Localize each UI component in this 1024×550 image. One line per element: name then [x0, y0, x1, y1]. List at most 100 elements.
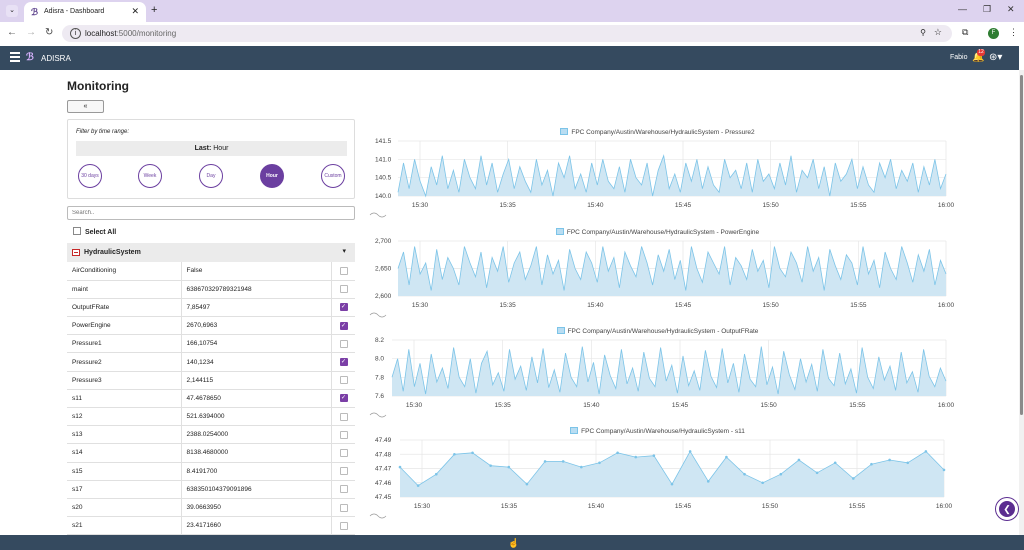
extensions-icon[interactable]: ⧉ [962, 27, 969, 37]
data-point[interactable] [434, 472, 438, 476]
table-row[interactable]: Pressure1 166,10754 [67, 334, 355, 354]
range-week-button[interactable]: Week [138, 164, 162, 188]
tag-checkbox[interactable] [339, 467, 348, 476]
select-all-checkbox[interactable]: Select All [73, 227, 116, 236]
zoom-scroll-icon[interactable] [369, 312, 387, 318]
tag-checkbox-cell[interactable] [330, 334, 355, 354]
data-point[interactable] [561, 460, 565, 463]
data-point[interactable] [652, 454, 656, 457]
chart-title[interactable]: FPC Company/Austin/Warehouse/HydraulicSy… [360, 427, 955, 435]
data-point[interactable] [507, 465, 511, 469]
tag-checkbox[interactable] [339, 266, 348, 275]
table-row[interactable]: s21 23.4171660 [67, 516, 355, 536]
page-scrollbar[interactable] [1019, 70, 1024, 535]
zoom-icon[interactable]: ⚲ [920, 28, 926, 37]
forward-icon[interactable]: → [26, 27, 36, 38]
tag-checkbox-cell[interactable] [330, 443, 355, 463]
hamburger-menu-icon[interactable] [10, 52, 20, 62]
range-30-days-button[interactable]: 30 days [78, 164, 102, 188]
data-point[interactable] [489, 464, 492, 467]
tag-checkbox[interactable] [339, 448, 348, 457]
tag-checkbox-cell[interactable] [330, 516, 355, 536]
range-day-button[interactable]: Day [199, 164, 223, 188]
tag-checkbox-cell[interactable]: ✓ [330, 352, 355, 372]
range-hour-button[interactable]: Hour [260, 164, 284, 188]
site-info-icon[interactable]: i [70, 28, 81, 39]
table-row[interactable]: Pressure2 140,1234 ✓ [67, 352, 355, 372]
data-point[interactable] [725, 455, 728, 459]
data-point[interactable] [670, 482, 674, 486]
table-row[interactable]: s11 47.4678650 ✓ [67, 389, 355, 409]
data-point[interactable] [852, 477, 855, 480]
table-row[interactable]: s15 8.4191700 [67, 462, 355, 481]
data-point[interactable] [888, 458, 891, 462]
table-row[interactable]: AirConditioning False [67, 262, 355, 281]
data-point[interactable] [398, 465, 402, 469]
tag-checkbox[interactable]: ✓ [339, 358, 348, 367]
tag-checkbox-cell[interactable] [330, 407, 355, 427]
data-point[interactable] [906, 461, 910, 465]
zoom-scroll-icon[interactable] [369, 412, 387, 418]
data-point[interactable] [580, 465, 583, 469]
close-tab-icon[interactable]: ✕ [131, 6, 139, 16]
table-row[interactable]: s13 2388.0254000 [67, 425, 355, 445]
tag-checkbox-cell[interactable] [330, 371, 355, 390]
data-point[interactable] [543, 460, 547, 463]
data-point[interactable] [634, 455, 638, 459]
data-point[interactable] [833, 461, 837, 465]
tag-checkbox-cell[interactable]: ✓ [330, 298, 355, 318]
browser-menu-icon[interactable]: ⋮ [1009, 27, 1018, 37]
new-tab-icon[interactable]: + [151, 4, 158, 16]
table-row[interactable]: s14 8138.4680000 [67, 443, 355, 463]
tag-checkbox[interactable] [339, 285, 348, 294]
chart-title[interactable]: FPC Company/Austin/Warehouse/HydraulicSy… [360, 327, 955, 335]
data-point[interactable] [942, 468, 946, 472]
data-point[interactable] [743, 472, 746, 476]
data-point[interactable] [924, 450, 928, 453]
user-name[interactable]: Fabio [950, 54, 968, 61]
chart-title[interactable]: FPC Company/Austin/Warehouse/HydraulicSy… [360, 128, 955, 136]
tag-checkbox[interactable] [339, 485, 348, 494]
data-point[interactable] [761, 481, 764, 485]
collapse-panel-button[interactable]: « [67, 100, 104, 113]
select-all-box[interactable] [73, 227, 81, 235]
data-point[interactable] [797, 458, 801, 462]
tag-checkbox[interactable]: ✓ [339, 394, 348, 403]
bookmark-star-icon[interactable]: ☆ [933, 27, 942, 37]
tag-checkbox[interactable] [339, 430, 348, 439]
chart-title[interactable]: FPC Company/Austin/Warehouse/HydraulicSy… [360, 228, 955, 236]
group-header-hydraulicsystem[interactable]: HydraulicSystem ▾ [67, 243, 355, 262]
account-menu-icon[interactable]: ⊛▾ [989, 52, 1003, 63]
profile-avatar[interactable]: F [988, 28, 999, 39]
data-point[interactable] [779, 472, 783, 476]
tag-checkbox-cell[interactable] [330, 262, 355, 281]
notification-bell-icon[interactable]: 🔔 [972, 52, 985, 63]
tag-checkbox[interactable] [339, 412, 348, 421]
tag-checkbox-cell[interactable] [330, 280, 355, 299]
table-row[interactable]: s17 638350104379091896 [67, 480, 355, 499]
zoom-scroll-icon[interactable] [369, 212, 387, 218]
table-row[interactable]: OutputFRate 7,85497 ✓ [67, 298, 355, 318]
tag-search-input[interactable] [67, 206, 355, 220]
tag-checkbox[interactable] [339, 339, 348, 348]
zoom-scroll-icon[interactable] [369, 513, 387, 519]
data-point[interactable] [471, 451, 474, 455]
tag-checkbox[interactable]: ✓ [339, 303, 348, 312]
back-icon[interactable]: ← [7, 27, 17, 38]
data-point[interactable] [453, 452, 456, 456]
help-chat-button[interactable]: ❮ [996, 498, 1018, 520]
data-point[interactable] [525, 482, 529, 486]
range-custom-button[interactable]: Custom [321, 164, 345, 188]
tag-checkbox[interactable] [339, 376, 348, 385]
table-row[interactable]: Pressure3 2,144115 [67, 371, 355, 390]
data-point[interactable] [416, 484, 420, 487]
close-window-icon[interactable]: ✕ [1007, 4, 1015, 14]
tag-checkbox-cell[interactable] [330, 462, 355, 481]
tag-checkbox-cell[interactable]: ✓ [330, 316, 355, 336]
restore-icon[interactable]: ❐ [983, 4, 992, 14]
address-bar[interactable]: i localhost:5000/monitoring ⚲ ☆ [62, 25, 952, 42]
data-point[interactable] [598, 461, 601, 465]
tag-checkbox[interactable] [339, 503, 348, 512]
tag-checkbox[interactable] [339, 521, 348, 530]
data-point[interactable] [616, 451, 619, 455]
